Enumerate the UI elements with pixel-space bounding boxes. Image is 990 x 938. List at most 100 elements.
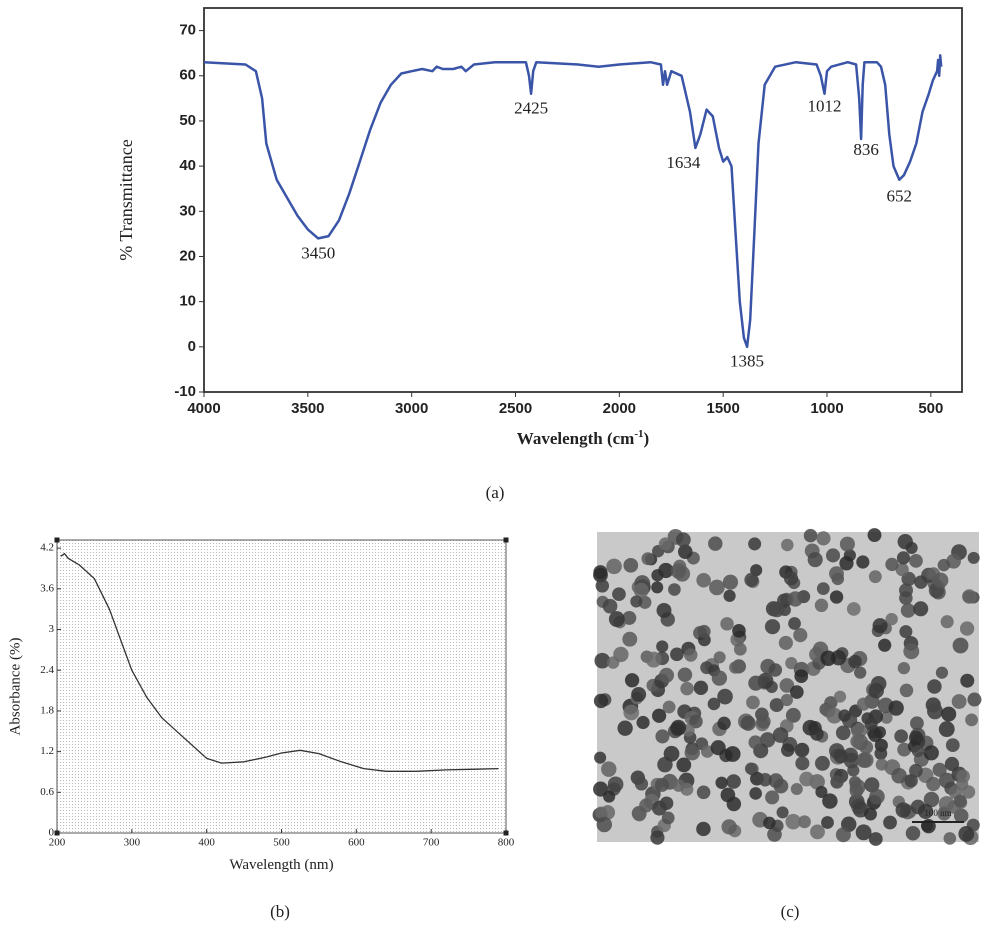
particle (656, 640, 669, 653)
particle (612, 587, 626, 602)
particle (608, 611, 625, 628)
particle (835, 725, 851, 741)
particle (724, 746, 741, 762)
particle (867, 528, 882, 542)
particle (676, 757, 692, 773)
particle (780, 693, 793, 707)
particle (641, 552, 655, 566)
particle (864, 807, 877, 821)
particle (961, 785, 976, 799)
particle (733, 642, 747, 656)
particle (601, 761, 617, 777)
particle (885, 612, 898, 626)
particle (960, 673, 975, 688)
peak-label: 836 (853, 140, 879, 159)
particle (651, 569, 664, 582)
corner-marker (54, 830, 60, 836)
particle (918, 803, 934, 819)
particle (652, 708, 667, 723)
particle (748, 537, 762, 551)
y-tick-label: -10 (174, 383, 196, 400)
particle (959, 621, 975, 636)
particle (677, 667, 693, 683)
y-tick-label: 50 (179, 112, 196, 129)
particle (596, 816, 612, 833)
x-tick-label: 600 (348, 837, 365, 849)
particle (895, 802, 911, 818)
particle (835, 827, 851, 843)
particle (815, 785, 828, 798)
x-tick-label: 400 (198, 837, 215, 849)
particle (684, 744, 701, 761)
particle (763, 816, 776, 830)
x-tick-label: 500 (918, 400, 943, 417)
y-axis-label: Absorbance (%) (7, 638, 23, 736)
particle (809, 646, 825, 662)
particle (816, 582, 830, 596)
peak-label: 652 (887, 187, 913, 206)
particle (689, 714, 703, 729)
particle (846, 602, 861, 616)
particle (854, 666, 867, 679)
particle (956, 769, 971, 784)
particle (623, 704, 640, 721)
particle (855, 824, 872, 841)
particle (938, 721, 955, 738)
particle (603, 790, 616, 803)
particle (606, 558, 622, 575)
particle (788, 617, 801, 630)
particle (715, 776, 728, 789)
particle (617, 720, 633, 736)
particle (668, 583, 681, 596)
particle (794, 742, 810, 758)
particle (868, 570, 882, 584)
particle (829, 590, 844, 604)
plot-frame (203, 7, 963, 393)
particle (655, 729, 670, 744)
particle (815, 755, 830, 771)
particle (880, 711, 893, 724)
x-axis-label-end: ) (644, 429, 650, 448)
y-tick-label: 10 (179, 293, 196, 310)
particle (965, 713, 978, 727)
particle (825, 548, 841, 563)
x-axis-label-text: Wavelength (nm) (229, 857, 333, 873)
particle (657, 756, 673, 773)
particle (943, 832, 957, 845)
particle (748, 675, 764, 691)
particle (684, 648, 698, 662)
particle (744, 572, 759, 587)
particle (758, 772, 772, 787)
particle (713, 651, 726, 664)
particle (793, 628, 808, 643)
x-axis-label-sup: -1 (634, 428, 643, 440)
caption: (a) (486, 483, 505, 502)
particle (781, 538, 794, 552)
particle (624, 673, 640, 688)
particle (807, 552, 823, 568)
particle (868, 683, 884, 699)
y-tick-label: 3.6 (40, 582, 54, 594)
particle (926, 776, 941, 792)
particle (838, 709, 851, 722)
y-tick-label: 60 (179, 67, 196, 84)
caption: (b) (270, 902, 290, 921)
y-axis-label: % Transmittance (116, 139, 136, 261)
particle (696, 572, 711, 588)
particle (595, 579, 610, 593)
particle (732, 624, 746, 638)
particle (856, 697, 871, 711)
particle (798, 815, 811, 829)
particle (740, 715, 756, 731)
y-tick-label: 0.6 (40, 786, 54, 798)
particle (613, 646, 629, 663)
particle (656, 602, 672, 618)
particle (899, 683, 914, 698)
x-tick-label: 300 (124, 837, 141, 849)
particle (941, 706, 957, 722)
particle (700, 745, 714, 758)
particle (600, 805, 616, 820)
particle (759, 732, 776, 748)
particle (967, 692, 982, 707)
